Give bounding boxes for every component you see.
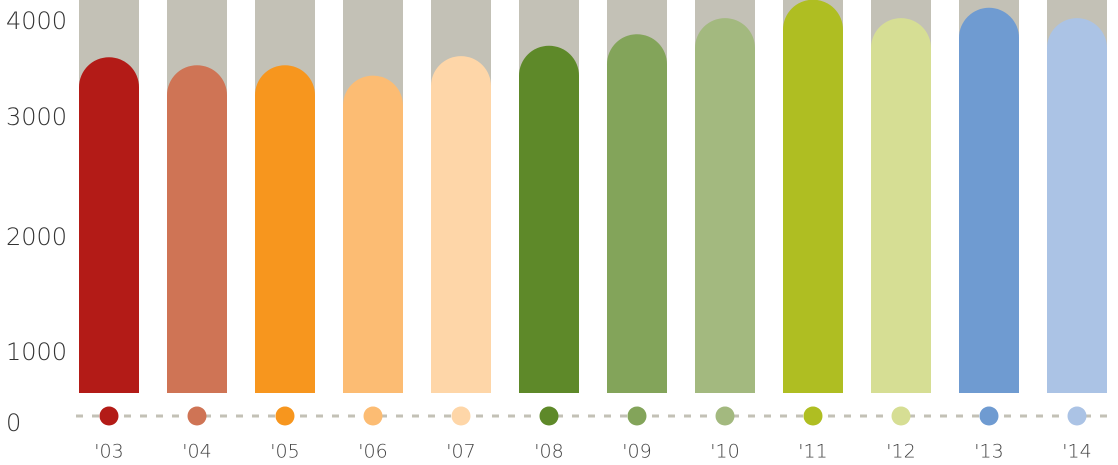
- x-tick-label: '11: [798, 441, 827, 463]
- timeline-dot: [99, 406, 119, 426]
- timeline-dot: [891, 406, 911, 426]
- bar: [431, 56, 491, 393]
- timeline: [76, 406, 1108, 426]
- x-tick-label: '06: [358, 441, 387, 463]
- bar: [255, 65, 315, 394]
- y-tick-label: 1000: [6, 338, 67, 366]
- bar: [695, 18, 755, 393]
- x-tick-label: '14: [1062, 441, 1091, 463]
- y-axis: 0 1000 2000 3000 4000: [6, 7, 67, 437]
- y-tick-label: 4000: [6, 7, 67, 35]
- bars-group: [79, 0, 1107, 394]
- timeline-dot: [187, 406, 207, 426]
- y-tick-label: 2000: [6, 223, 67, 251]
- x-tick-label: '08: [534, 441, 563, 463]
- bar: [1047, 18, 1107, 393]
- x-tick-label: '10: [710, 441, 739, 463]
- x-tick-label: '12: [886, 441, 915, 463]
- timeline-dot: [363, 406, 383, 426]
- bar: [959, 7, 1019, 393]
- timeline-dot: [539, 406, 559, 426]
- x-tick-label: '05: [270, 441, 299, 463]
- timeline-dot: [803, 406, 823, 426]
- bar: [167, 65, 228, 394]
- x-tick-label: '13: [974, 441, 1003, 463]
- bar: [519, 45, 579, 393]
- timeline-dot: [715, 406, 735, 426]
- y-tick-label: 0: [6, 409, 21, 437]
- bar: [783, 0, 843, 393]
- x-axis: '03 '04 '05 '06 '07 '08 '09 '10 '11 '12 '13 '14: [94, 441, 1091, 463]
- timeline-dot: [979, 406, 999, 426]
- timeline-dot: [1067, 406, 1087, 426]
- bar: [607, 34, 667, 393]
- y-tick-label: 3000: [6, 103, 67, 131]
- x-tick-label: '09: [622, 441, 651, 463]
- timeline-dot: [627, 406, 647, 426]
- timeline-dot: [275, 406, 295, 426]
- bar: [871, 18, 931, 393]
- x-tick-label: '04: [182, 441, 211, 463]
- x-tick-label: '03: [94, 441, 123, 463]
- timeline-dot: [451, 406, 471, 426]
- bar: [343, 75, 403, 393]
- x-tick-label: '07: [446, 441, 475, 463]
- bar: [79, 57, 139, 393]
